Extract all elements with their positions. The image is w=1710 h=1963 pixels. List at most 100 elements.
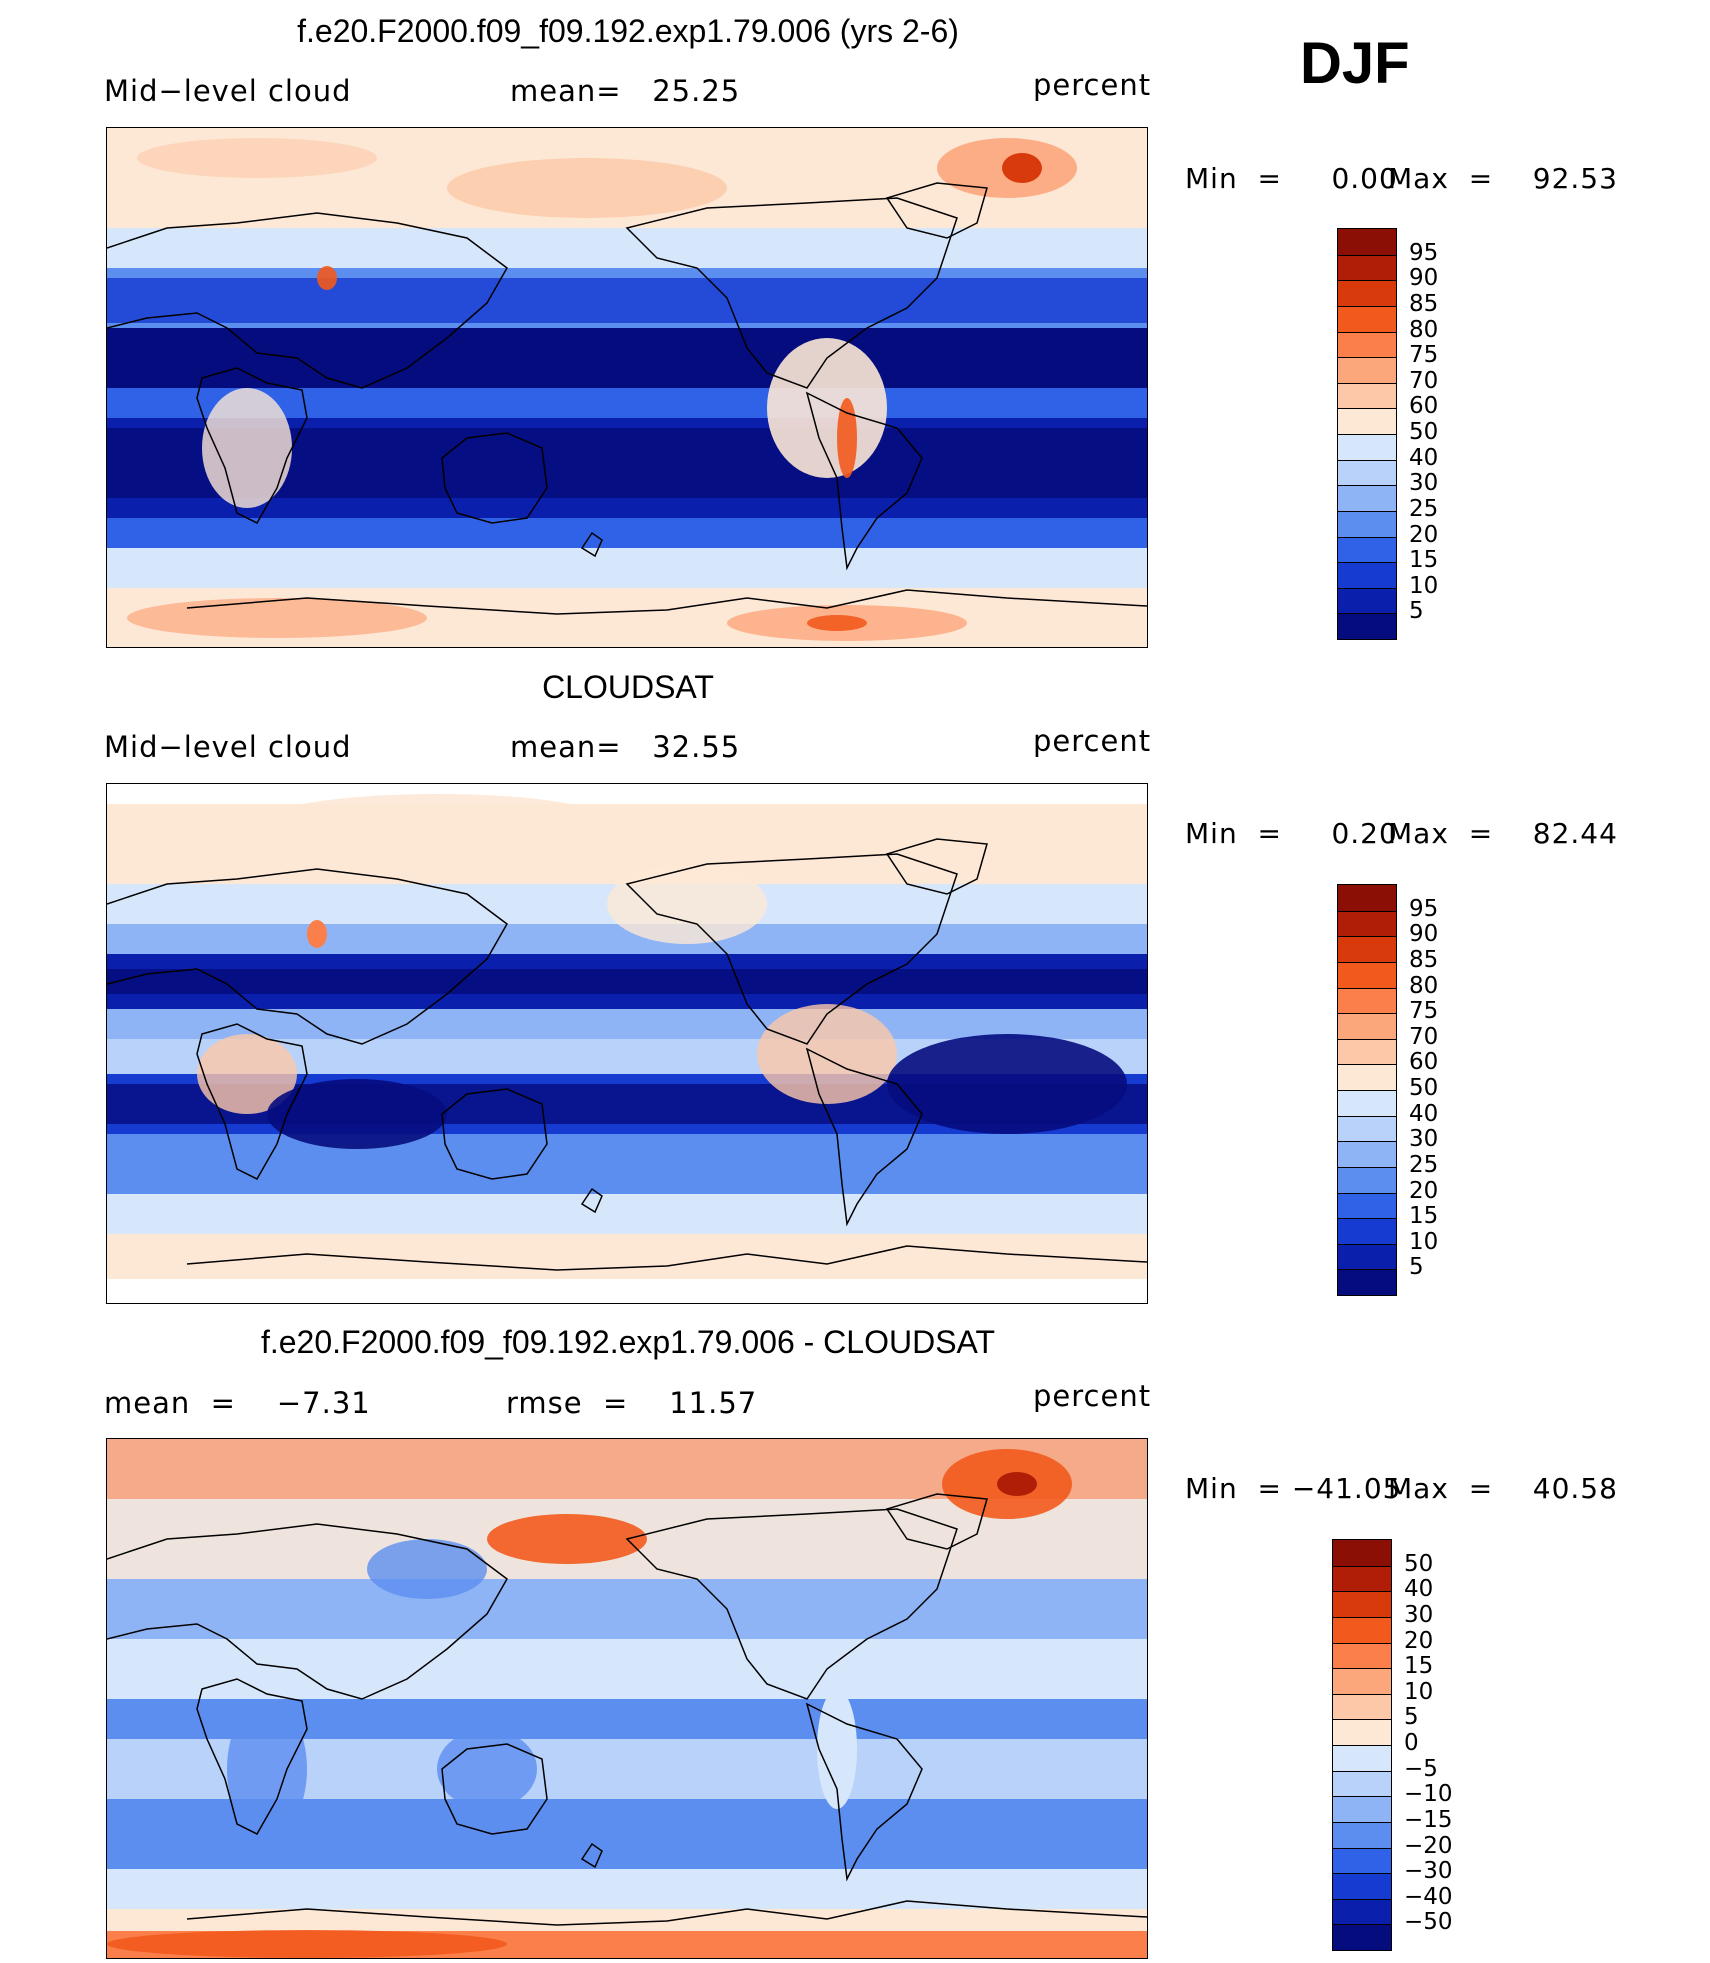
colorbar-swatch xyxy=(1338,1064,1396,1090)
colorbar-label: 50 xyxy=(1404,1550,1434,1577)
colorbar-label: 30 xyxy=(1409,1126,1439,1153)
colorbar-label: −10 xyxy=(1404,1781,1453,1808)
colorbar-label: 25 xyxy=(1409,1151,1439,1178)
colorbar-swatch xyxy=(1338,229,1396,255)
colorbar-swatch xyxy=(1333,1540,1391,1566)
colorbar-swatch xyxy=(1338,1115,1396,1142)
colorbar-label: 15 xyxy=(1409,1203,1439,1230)
panel-1-left-label: Mid−level cloud xyxy=(104,74,352,108)
colorbar-swatch xyxy=(1338,485,1396,511)
panel-3-min-text: Min = −41.05 xyxy=(1185,1472,1402,1505)
panel-3-mean-label: mean = −7.31 xyxy=(104,1386,371,1420)
panel-3-colorbar xyxy=(1332,1539,1392,1951)
panel-1-mean-label: mean= 25.25 xyxy=(510,74,741,108)
colorbar-swatch xyxy=(1338,459,1396,486)
colorbar-label: 60 xyxy=(1409,1049,1439,1076)
colorbar-label: −50 xyxy=(1404,1909,1453,1936)
colorbar-label: 40 xyxy=(1409,1100,1439,1127)
panel-2-units-label: percent xyxy=(1033,724,1152,758)
colorbar-swatch xyxy=(1333,1616,1391,1643)
panel-3-map xyxy=(106,1438,1148,1959)
colorbar-swatch xyxy=(1338,885,1396,911)
colorbar-swatch xyxy=(1333,1873,1391,1899)
colorbar-swatch xyxy=(1333,1719,1391,1745)
colorbar-label: −30 xyxy=(1404,1858,1453,1885)
panel-1-max-text: Max = 92.53 xyxy=(1388,162,1618,195)
colorbar-swatch xyxy=(1338,331,1396,358)
colorbar-label: −15 xyxy=(1404,1806,1453,1833)
colorbar-label: 50 xyxy=(1409,1075,1439,1101)
colorbar-swatch xyxy=(1338,936,1396,962)
panel-1-map xyxy=(106,127,1148,648)
colorbar-label: 60 xyxy=(1409,393,1439,420)
colorbar-swatch xyxy=(1338,1038,1396,1065)
panel-2-title: CLOUDSAT xyxy=(542,669,714,705)
colorbar-swatch xyxy=(1338,562,1396,588)
colorbar-swatch xyxy=(1338,910,1396,937)
colorbar-swatch xyxy=(1333,1821,1391,1848)
colorbar-label: 40 xyxy=(1404,1576,1434,1603)
colorbar-swatch xyxy=(1338,280,1396,306)
colorbar-label: 80 xyxy=(1409,316,1439,343)
colorbar-swatch xyxy=(1338,510,1396,537)
colorbar-label: 0 xyxy=(1404,1730,1419,1756)
colorbar-label: 20 xyxy=(1404,1627,1434,1654)
colorbar-swatch xyxy=(1333,1847,1391,1874)
colorbar-label: −40 xyxy=(1404,1883,1453,1910)
colorbar-label: 15 xyxy=(1409,547,1439,574)
colorbar-label: 30 xyxy=(1409,470,1439,497)
panel-2-colorbar xyxy=(1337,884,1397,1296)
panel-2-max-text: Max = 82.44 xyxy=(1388,817,1618,850)
panel-3-rmse-label: rmse = 11.57 xyxy=(506,1386,758,1420)
colorbar-label: −20 xyxy=(1404,1832,1453,1859)
colorbar-swatch xyxy=(1333,1642,1391,1669)
colorbar-label: 80 xyxy=(1409,972,1439,999)
colorbar-swatch xyxy=(1338,305,1396,332)
colorbar-swatch xyxy=(1338,1192,1396,1219)
colorbar-swatch xyxy=(1338,254,1396,281)
colorbar-label: 20 xyxy=(1409,521,1439,548)
panel-1-colorbar xyxy=(1337,228,1397,640)
colorbar-label: 70 xyxy=(1409,367,1439,394)
colorbar-swatch xyxy=(1338,1090,1396,1116)
colorbar-swatch xyxy=(1338,1013,1396,1039)
panel-1-units-label: percent xyxy=(1033,68,1152,102)
panel-2-min-text: Min = 0.20 xyxy=(1185,817,1398,850)
colorbar-label: 5 xyxy=(1409,598,1424,625)
panel-1-min-text: Min = 0.00 xyxy=(1185,162,1398,195)
colorbar-swatch xyxy=(1338,382,1396,409)
colorbar-swatch xyxy=(1333,1924,1391,1950)
season-label: DJF xyxy=(1300,31,1410,96)
colorbar-swatch xyxy=(1338,1218,1396,1244)
panel-2-mean-label: mean= 32.55 xyxy=(510,730,741,764)
colorbar-swatch xyxy=(1333,1591,1391,1617)
colorbar-label: 10 xyxy=(1409,572,1439,599)
colorbar-swatch xyxy=(1338,587,1396,614)
colorbar-swatch xyxy=(1338,1243,1396,1270)
colorbar-swatch xyxy=(1338,1166,1396,1193)
colorbar-swatch xyxy=(1338,434,1396,460)
colorbar-label: 25 xyxy=(1409,495,1439,522)
colorbar-label: 5 xyxy=(1409,1254,1424,1281)
colorbar-swatch xyxy=(1333,1565,1391,1592)
colorbar-label: 5 xyxy=(1404,1704,1419,1731)
colorbar-swatch xyxy=(1333,1770,1391,1797)
colorbar-label: 40 xyxy=(1409,444,1439,471)
colorbar-swatch xyxy=(1338,613,1396,639)
panel-1-title: f.e20.F2000.f09_f09.192.exp1.79.006 (yrs… xyxy=(297,13,959,49)
colorbar-label: 90 xyxy=(1409,265,1439,292)
colorbar-swatch xyxy=(1338,357,1396,383)
colorbar-swatch xyxy=(1338,408,1396,434)
colorbar-swatch xyxy=(1333,1898,1391,1925)
colorbar-label: 75 xyxy=(1409,998,1439,1025)
colorbar-label: 20 xyxy=(1409,1177,1439,1204)
colorbar-swatch xyxy=(1338,1269,1396,1295)
colorbar-swatch xyxy=(1338,536,1396,563)
colorbar-label: 95 xyxy=(1409,895,1439,922)
colorbar-label: 30 xyxy=(1404,1601,1434,1628)
panel-3-max-text: Max = 40.58 xyxy=(1388,1472,1618,1505)
panel-2-map xyxy=(106,783,1148,1304)
colorbar-swatch xyxy=(1333,1668,1391,1694)
panel-3-title: f.e20.F2000.f09_f09.192.exp1.79.006 - CL… xyxy=(260,1324,996,1360)
colorbar-label: 70 xyxy=(1409,1023,1439,1050)
